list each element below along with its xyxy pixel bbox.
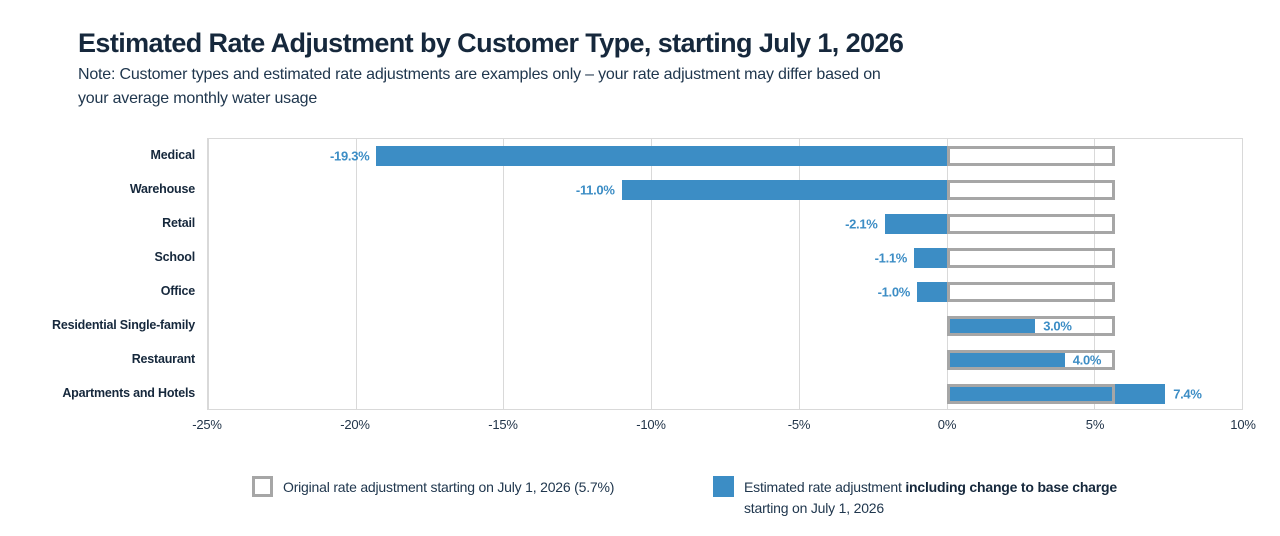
original-outline-bar <box>946 316 1115 336</box>
gridline <box>208 139 209 409</box>
gridline <box>798 139 800 409</box>
original-outline-bar <box>946 214 1115 234</box>
estimated-bar <box>946 384 1166 404</box>
original-outline-bar <box>946 384 1115 404</box>
original-outline-bar <box>946 350 1115 370</box>
bar-row: -1.1% <box>208 241 1242 275</box>
bar-row: -11.0% <box>208 173 1242 207</box>
chart-note-line2: your average monthly water usage <box>78 89 318 107</box>
bar-row: 3.0% <box>208 309 1242 343</box>
value-label: 7.4% <box>1173 386 1202 402</box>
estimated-rate-swatch-icon <box>713 476 734 497</box>
category-label: Retail <box>162 216 195 230</box>
legend-estimated-line2: starting on July 1, 2026 <box>744 500 884 516</box>
original-outline-bar <box>946 248 1115 268</box>
bar-row: 7.4% <box>208 377 1242 411</box>
original-outline-bar <box>946 282 1115 302</box>
value-label: 4.0% <box>1072 352 1102 368</box>
gridline <box>355 139 357 409</box>
bar-row: -1.0% <box>208 275 1242 309</box>
x-tick-label: -25% <box>192 417 222 432</box>
estimated-bar <box>946 316 1036 336</box>
x-tick-label: 10% <box>1230 417 1256 432</box>
value-label: -1.0% <box>877 284 911 300</box>
x-tick-label: -10% <box>636 417 666 432</box>
value-label: -19.3% <box>330 148 370 164</box>
gridline <box>651 139 653 409</box>
value-label: 3.0% <box>1043 318 1072 334</box>
bar-row: -19.3% <box>208 139 1242 173</box>
legend-estimated-bold: including change to base charge <box>905 479 1117 495</box>
bar-row: 4.0% <box>208 343 1242 377</box>
estimated-bar <box>946 350 1065 370</box>
category-label: Warehouse <box>129 182 195 196</box>
legend-estimated: Estimated rate adjustment including chan… <box>713 476 1117 519</box>
legend-estimated-label: Estimated rate adjustment including chan… <box>744 476 1117 519</box>
plot-area: -19.3% -11.0% -2.1% -1.1% -1.0% 3.0% 4.0% 7.4% <box>207 138 1243 410</box>
x-tick-label: -15% <box>488 417 518 432</box>
x-axis: -25% -20% -15% -10% -5% 0% 5% 10% <box>192 417 1256 437</box>
category-label: Medical <box>150 148 196 162</box>
category-label: School <box>154 250 196 264</box>
legend-estimated-prefix: Estimated rate adjustment <box>744 479 906 495</box>
gridline <box>1094 139 1096 409</box>
estimated-bar <box>884 214 947 234</box>
value-label: -2.1% <box>845 216 878 232</box>
gridline <box>503 139 505 409</box>
legend-original-label: Original rate adjustment starting on Jul… <box>283 479 615 495</box>
gridline <box>1242 139 1243 409</box>
legend-original: Original rate adjustment starting on Jul… <box>252 476 614 498</box>
category-label: Apartments and Hotels <box>62 386 195 400</box>
bar-row: -2.1% <box>208 207 1242 241</box>
x-tick-label: 5% <box>1085 417 1105 432</box>
x-tick-label: -5% <box>787 417 811 432</box>
value-label: -1.1% <box>874 250 908 266</box>
gridline <box>946 139 948 409</box>
estimated-bar <box>914 248 947 268</box>
chart-header: Estimated Rate Adjustment by Customer Ty… <box>78 27 1218 110</box>
estimated-bar <box>376 146 947 166</box>
original-outline-bar <box>946 180 1115 200</box>
chart-note-line1: Note: Customer types and estimated rate … <box>78 66 881 84</box>
estimated-bar <box>621 180 947 200</box>
category-label: Office <box>160 284 195 298</box>
chart-note: Note: Customer types and estimated rate … <box>78 63 1218 109</box>
chart-title: Estimated Rate Adjustment by Customer Ty… <box>78 28 904 58</box>
original-rate-swatch-icon <box>252 476 273 497</box>
x-tick-label: 0% <box>937 417 957 432</box>
y-axis-labels: Medical Warehouse Retail School Office Reside… <box>0 138 195 410</box>
value-label: -11.0% <box>575 182 615 198</box>
category-label: Residential Single-family <box>52 318 195 332</box>
category-label: Restaurant <box>131 352 195 366</box>
estimated-bar <box>917 282 947 302</box>
x-tick-label: -20% <box>340 417 370 432</box>
original-outline-bar <box>946 146 1115 166</box>
